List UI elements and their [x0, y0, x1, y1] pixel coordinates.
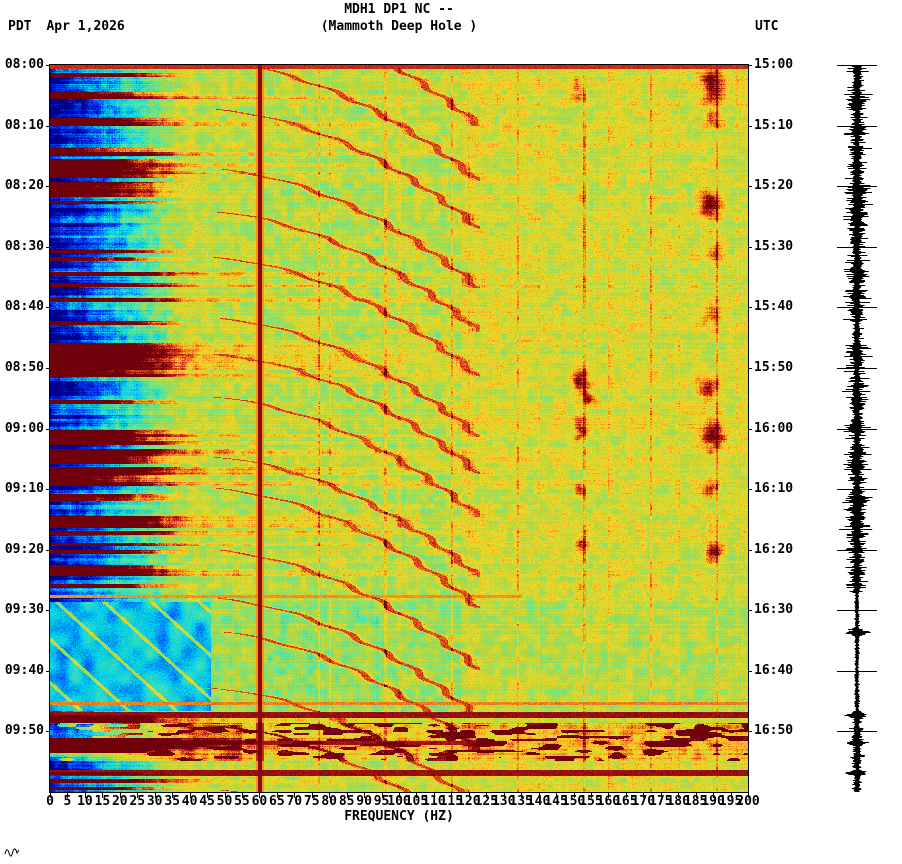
y-axis-label-left: 08:00: [4, 57, 44, 72]
x-axis-label: 155: [579, 794, 603, 809]
y-axis-label-right: 16:10: [754, 481, 794, 497]
x-axis-label: 105: [404, 794, 429, 809]
x-axis-label: 200: [736, 794, 760, 809]
y-axis-label-left: 08:20: [4, 178, 44, 194]
station-title: MDH1 DP1 NC --: [344, 2, 454, 17]
x-axis-label: 120: [457, 794, 481, 809]
left-timezone-label: PDT: [8, 19, 32, 34]
x-axis-label: 35: [164, 794, 180, 809]
station-subtitle: (Mammoth Deep Hole ): [320, 19, 478, 34]
y-axis-label-left: 09:10: [4, 481, 44, 497]
x-axis-label: 0: [46, 794, 54, 809]
date-label: Apr 1,2026: [46, 19, 125, 34]
x-axis-label: 125: [474, 794, 498, 809]
x-axis-label: 65: [269, 794, 285, 809]
x-axis-label: 135: [509, 794, 533, 809]
x-axis-label: 165: [614, 794, 638, 809]
y-axis-label-right: 15:50: [754, 359, 794, 375]
x-axis-label: 185: [683, 794, 708, 809]
timezone-date-left: PDT Apr 1,2026: [8, 19, 125, 34]
y-axis-label-left: 08:10: [4, 117, 44, 133]
y-axis-label-left: 09:50: [4, 723, 44, 739]
y-axis-label-left: 08:40: [4, 299, 44, 315]
x-axis-label: 115: [439, 794, 464, 809]
x-axis-label: 75: [303, 794, 320, 809]
x-axis-label: 150: [561, 794, 586, 809]
x-axis-label: 140: [526, 794, 551, 809]
y-axis-label-right: 15:20: [754, 178, 794, 194]
y-axis-label-right: 15:40: [754, 299, 794, 315]
x-axis-label: 10: [77, 794, 93, 809]
x-axis-label: 180: [666, 794, 690, 809]
x-axis-label: 40: [181, 794, 198, 809]
x-axis-label: 130: [491, 794, 516, 809]
x-axis-label: 190: [701, 794, 725, 809]
x-axis-label: 160: [596, 794, 621, 809]
right-timezone-label: UTC: [755, 19, 779, 34]
y-axis-label-right: 16:50: [754, 723, 794, 739]
x-axis-label: 95: [373, 794, 390, 809]
x-axis-label: 70: [286, 794, 303, 809]
y-axis-label-right: 15:00: [754, 57, 794, 72]
x-axis-label: 5: [63, 794, 72, 809]
y-axis-label-right: 15:10: [754, 117, 794, 133]
x-axis-label: 15: [94, 794, 111, 809]
y-axis-label-right: 16:20: [754, 541, 794, 557]
x-axis-label: 195: [718, 794, 743, 809]
x-axis-label: 175: [649, 794, 673, 809]
x-axis-label: 90: [356, 794, 372, 809]
y-axis-label-left: 09:30: [4, 602, 44, 618]
x-axis-label: 55: [234, 794, 250, 809]
y-axis-label-right: 16:00: [754, 420, 794, 436]
x-axis-label: 30: [146, 794, 163, 809]
y-axis-label-left: 09:40: [4, 662, 44, 678]
x-axis-label: 25: [129, 794, 146, 809]
seismogram-trace-canvas: [825, 61, 889, 801]
x-axis-label: 85: [338, 794, 355, 809]
y-axis-label-right: 15:30: [754, 238, 794, 254]
x-axis-label: 45: [199, 794, 215, 809]
y-axis-label-left: 09:20: [4, 541, 44, 557]
y-axis-label-left: 08:30: [4, 238, 44, 254]
x-axis-title: FREQUENCY (HZ): [344, 809, 454, 824]
x-axis-label: 100: [387, 794, 411, 809]
x-axis-label: 170: [631, 794, 656, 809]
x-axis-label: 20: [111, 794, 128, 809]
y-axis-label-right: 16:30: [754, 602, 794, 618]
y-axis-label-left: 09:00: [4, 420, 44, 436]
spectrogram-canvas: [46, 61, 752, 801]
x-axis-label: 110: [422, 794, 446, 809]
y-axis-label-right: 16:40: [754, 662, 794, 678]
x-axis-label: 145: [544, 794, 568, 809]
x-axis-label: 80: [321, 794, 338, 809]
y-axis-label-left: 08:50: [4, 359, 44, 375]
x-axis-label: 60: [251, 794, 268, 809]
corner-scribble: [4, 848, 20, 857]
x-axis-label: 50: [216, 794, 233, 809]
